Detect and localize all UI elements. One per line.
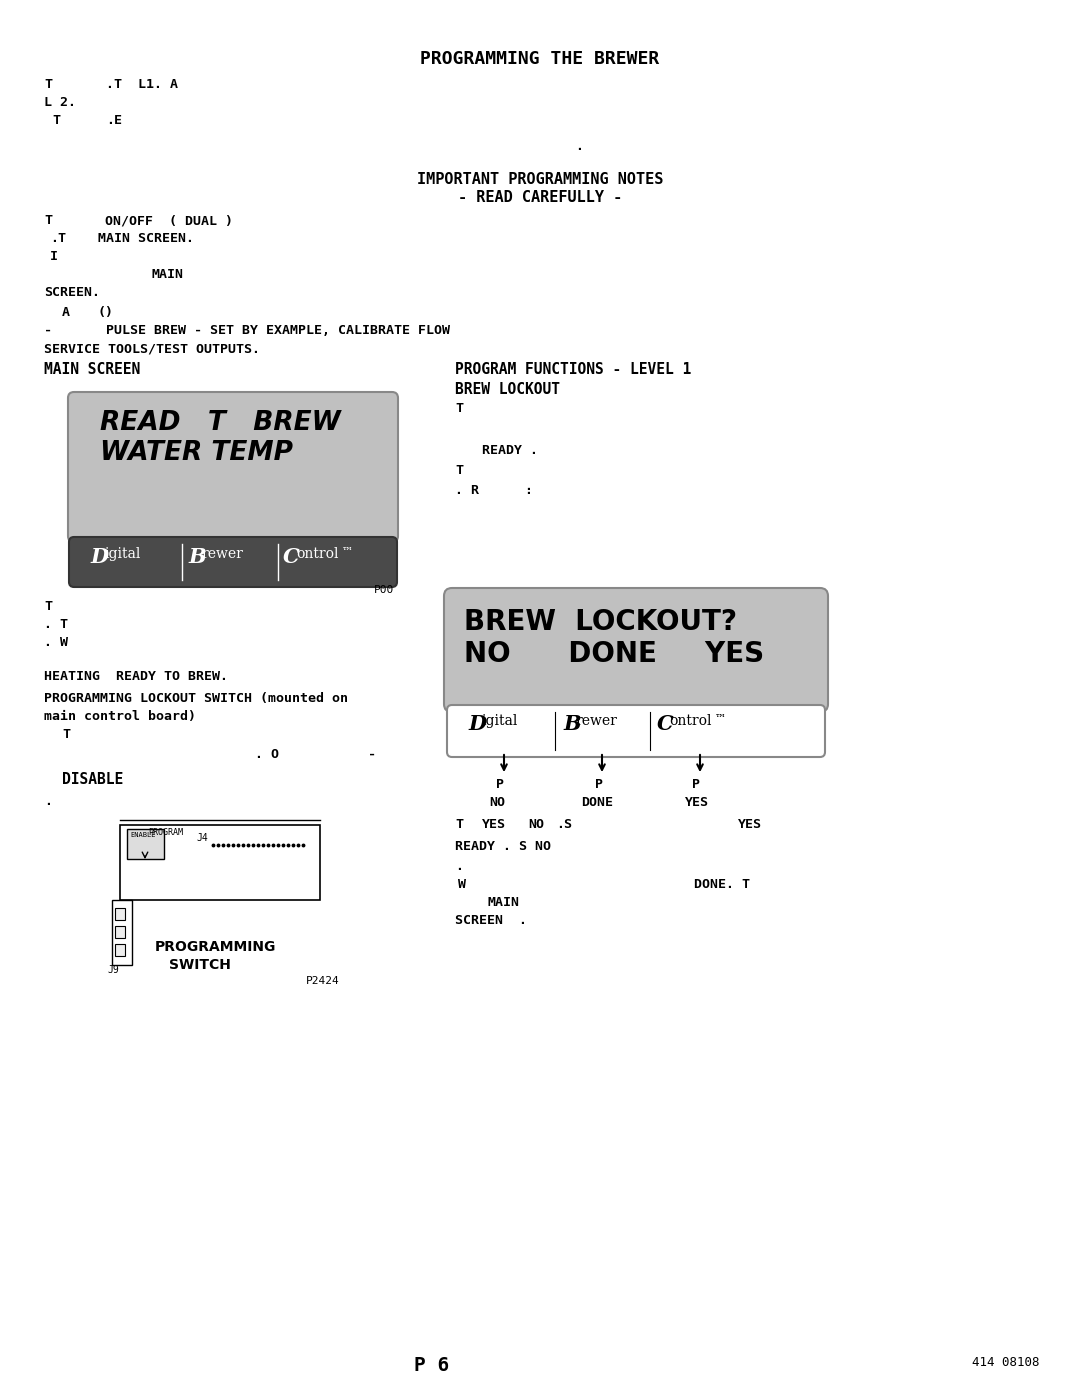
Text: igital: igital [104, 548, 140, 562]
Text: .: . [44, 795, 52, 807]
Text: D: D [468, 714, 486, 733]
Text: (): () [98, 306, 114, 319]
Text: HEATING  READY TO BREW.: HEATING READY TO BREW. [44, 671, 228, 683]
Bar [114, 908, 125, 921]
Text: T: T [44, 78, 52, 91]
Text: -: - [44, 324, 52, 337]
Text: SCREEN  .: SCREEN . [455, 914, 527, 928]
Text: . R: . R [455, 483, 480, 497]
Text: T: T [52, 115, 60, 127]
Text: -: - [368, 747, 376, 761]
Text: WATER TEMP: WATER TEMP [100, 440, 293, 467]
Text: J9: J9 [107, 965, 119, 975]
Text: . T: . T [44, 617, 68, 631]
Text: PULSE BREW - SET BY EXAMPLE, CALIBRATE FLOW: PULSE BREW - SET BY EXAMPLE, CALIBRATE F… [106, 324, 450, 337]
Text: ontrol: ontrol [296, 548, 338, 562]
Text: 414 08108: 414 08108 [972, 1356, 1040, 1369]
Text: YES: YES [685, 796, 708, 809]
Text: ON/OFF  ( DUAL ): ON/OFF ( DUAL ) [105, 214, 233, 226]
Text: P: P [595, 778, 603, 791]
Text: ontrol: ontrol [669, 714, 712, 728]
Bar [114, 926, 125, 937]
Text: READY .: READY . [482, 444, 538, 457]
Text: igital: igital [481, 714, 517, 728]
Text: ENABLE: ENABLE [130, 833, 156, 838]
FancyBboxPatch shape [444, 588, 828, 712]
Text: DONE: DONE [581, 796, 613, 809]
Bar [120, 826, 320, 900]
Text: .E: .E [106, 115, 122, 127]
Text: B: B [563, 714, 581, 733]
Text: - READ CAREFULLY -: - READ CAREFULLY - [458, 190, 622, 205]
Bar [114, 944, 125, 956]
Text: IMPORTANT PROGRAMMING NOTES: IMPORTANT PROGRAMMING NOTES [417, 172, 663, 187]
Text: . O: . O [255, 747, 279, 761]
Text: B: B [188, 548, 205, 567]
Text: READ   T   BREW: READ T BREW [100, 409, 341, 436]
Text: .: . [575, 140, 583, 154]
Text: MAIN SCREEN: MAIN SCREEN [44, 362, 140, 377]
Text: SCREEN.: SCREEN. [44, 286, 100, 299]
Text: T: T [455, 464, 463, 476]
Text: T: T [44, 214, 52, 226]
Text: L 2.: L 2. [44, 96, 76, 109]
Text: .T  L1. A: .T L1. A [106, 78, 178, 91]
Text: SWITCH: SWITCH [170, 958, 231, 972]
Text: PROGRAMMING THE BREWER: PROGRAMMING THE BREWER [420, 50, 660, 68]
Text: DONE. T: DONE. T [694, 877, 750, 891]
Text: W: W [458, 877, 465, 891]
Text: main control board): main control board) [44, 710, 195, 724]
Text: ™: ™ [715, 714, 726, 724]
Text: DISABLE: DISABLE [62, 773, 123, 787]
FancyBboxPatch shape [127, 828, 164, 859]
Bar [112, 900, 132, 965]
Text: P00: P00 [374, 585, 394, 595]
Text: P 6: P 6 [415, 1356, 449, 1375]
FancyBboxPatch shape [68, 393, 399, 542]
Text: PROGRAM: PROGRAM [148, 828, 183, 837]
FancyBboxPatch shape [69, 536, 397, 587]
Text: .: . [455, 861, 463, 873]
Text: READY . S NO: READY . S NO [455, 840, 551, 854]
Text: P2424: P2424 [306, 977, 340, 986]
Text: NO: NO [528, 819, 544, 831]
Text: T: T [44, 599, 52, 613]
Text: BREW  LOCKOUT?: BREW LOCKOUT? [464, 608, 737, 636]
Text: PROGRAM FUNCTIONS - LEVEL 1: PROGRAM FUNCTIONS - LEVEL 1 [455, 362, 691, 377]
Text: I: I [50, 250, 58, 263]
Text: rewer: rewer [575, 714, 617, 728]
Text: J4: J4 [195, 833, 207, 842]
Text: MAIN SCREEN.: MAIN SCREEN. [98, 232, 194, 244]
Text: T: T [62, 728, 70, 740]
Text: MAIN: MAIN [152, 268, 184, 281]
Text: PROGRAMMING: PROGRAMMING [156, 940, 276, 954]
Text: . W: . W [44, 636, 68, 650]
Text: ™: ™ [342, 548, 353, 557]
Text: P: P [496, 778, 504, 791]
Text: A: A [62, 306, 70, 319]
Text: :: : [524, 483, 532, 497]
Text: C: C [283, 548, 299, 567]
Text: YES: YES [482, 819, 507, 831]
Text: .S: .S [556, 819, 572, 831]
Text: NO      DONE     YES: NO DONE YES [464, 640, 765, 668]
Text: BREW LOCKOUT: BREW LOCKOUT [455, 381, 561, 397]
Text: rewer: rewer [201, 548, 243, 562]
FancyBboxPatch shape [447, 705, 825, 757]
Text: SERVICE TOOLS/TEST OUTPUTS.: SERVICE TOOLS/TEST OUTPUTS. [44, 342, 260, 355]
Text: P: P [692, 778, 700, 791]
Text: NO: NO [489, 796, 505, 809]
Text: D: D [90, 548, 108, 567]
Text: MAIN: MAIN [488, 895, 519, 909]
Text: .T: .T [50, 232, 66, 244]
Text: C: C [657, 714, 674, 733]
Text: YES: YES [738, 819, 762, 831]
Text: T: T [455, 402, 463, 415]
Text: PROGRAMMING LOCKOUT SWITCH (mounted on: PROGRAMMING LOCKOUT SWITCH (mounted on [44, 692, 348, 705]
Text: T: T [455, 819, 463, 831]
